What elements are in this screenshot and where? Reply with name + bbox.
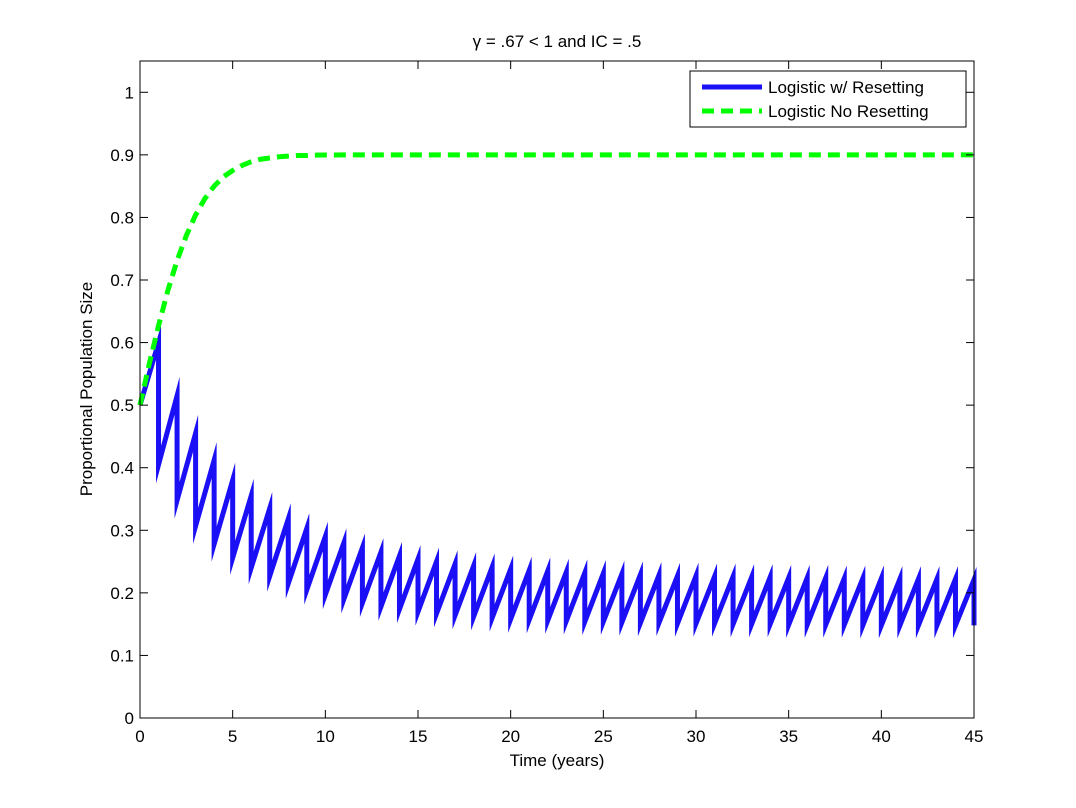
x-axis-label: Time (years) [510,751,605,770]
x-tick-label: 25 [594,727,613,746]
x-axis-ticks: 0 5 10 15 20 25 30 35 40 45 [135,61,983,746]
x-tick-label: 5 [228,727,237,746]
y-tick-label: 0.7 [110,271,134,290]
y-tick-label: 0.8 [110,208,134,227]
x-tick-label: 10 [316,727,335,746]
x-tick-label: 35 [779,727,798,746]
x-tick-label: 0 [135,727,144,746]
legend-label-logistic-no-resetting: Logistic No Resetting [768,102,929,121]
x-tick-label: 20 [501,727,520,746]
series-line-logistic-w-resetting [137,325,977,639]
x-tick-label: 45 [965,727,984,746]
x-tick-label: 30 [687,727,706,746]
y-tick-label: 0.5 [110,396,134,415]
y-axis-ticks: 0 0.1 0.2 0.3 0.4 0.5 0.6 0.7 0.8 0.9 1 [110,83,974,728]
y-axis-label: Proportional Population Size [77,282,96,497]
y-tick-label: 0 [125,709,134,728]
y-tick-label: 0.1 [110,646,134,665]
y-tick-label: 1 [125,83,134,102]
axes-layer [139,60,975,719]
legend-box [689,70,967,128]
y-tick-label: 0.2 [110,584,134,603]
legend-label-logistic-w-resetting: Logistic w/ Resetting [768,78,924,97]
y-tick-label: 0.6 [110,334,134,353]
y-tick-label: 0.3 [110,521,134,540]
y-tick-label: 0.4 [110,459,134,478]
legend: Logistic w/ Resetting Logistic No Resett… [689,70,967,128]
plot-area [140,61,974,718]
chart-title: γ = .67 < 1 and IC = .5 [473,32,642,51]
series-line-logistic-no-resetting [137,152,974,406]
x-tick-label: 40 [872,727,891,746]
y-tick-label: 0.9 [110,146,134,165]
plot-frame [139,60,975,719]
x-tick-label: 15 [409,727,428,746]
series-layer [137,152,977,639]
